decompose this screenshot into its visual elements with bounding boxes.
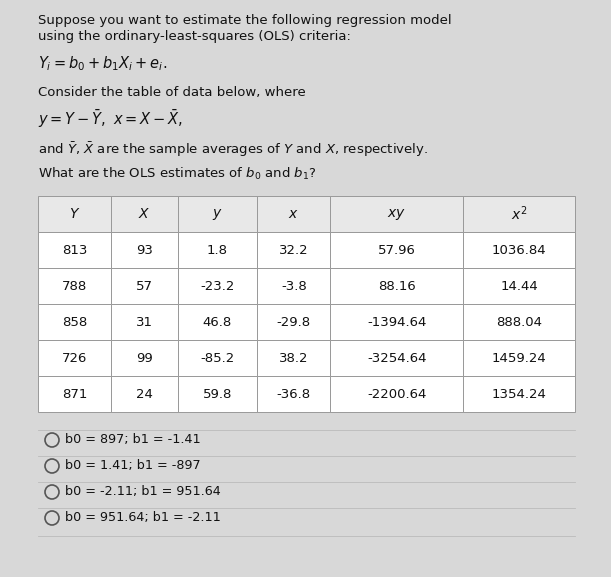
Bar (178, 304, 257, 340)
Text: and $\bar{Y}$, $\bar{X}$ are the sample averages of $Y$ and $X$, respectively.: and $\bar{Y}$, $\bar{X}$ are the sample … (38, 140, 428, 159)
Text: 46.8: 46.8 (203, 316, 232, 328)
Text: What are the OLS estimates of $b_0$ and $b_1$?: What are the OLS estimates of $b_0$ and … (38, 166, 316, 182)
Bar (38, 196, 111, 232)
Text: -36.8: -36.8 (277, 388, 311, 400)
Text: Consider the table of data below, where: Consider the table of data below, where (38, 86, 306, 99)
Bar (331, 376, 463, 412)
Text: $X$: $X$ (138, 207, 151, 221)
Text: -3.8: -3.8 (281, 279, 307, 293)
Bar (463, 304, 575, 340)
Bar (38, 304, 111, 340)
Text: -3254.64: -3254.64 (367, 351, 426, 365)
Bar (463, 376, 575, 412)
Text: $y = Y - \bar{Y},\ x = X - \bar{X},$: $y = Y - \bar{Y},\ x = X - \bar{X},$ (38, 108, 183, 130)
Bar (111, 340, 178, 376)
Text: using the ordinary-least-squares (OLS) criteria:: using the ordinary-least-squares (OLS) c… (38, 30, 351, 43)
Text: b0 = 1.41; b1 = -897: b0 = 1.41; b1 = -897 (65, 459, 200, 473)
Text: 93: 93 (136, 243, 153, 257)
Text: 31: 31 (136, 316, 153, 328)
Bar (331, 268, 463, 304)
Bar (257, 268, 331, 304)
Text: 57: 57 (136, 279, 153, 293)
Text: 813: 813 (62, 243, 87, 257)
Text: 59.8: 59.8 (203, 388, 232, 400)
Text: 726: 726 (62, 351, 87, 365)
Bar (463, 232, 575, 268)
Bar (38, 268, 111, 304)
Bar (111, 268, 178, 304)
Bar (111, 304, 178, 340)
Text: 99: 99 (136, 351, 153, 365)
Bar (178, 268, 257, 304)
Text: b0 = 951.64; b1 = -2.11: b0 = 951.64; b1 = -2.11 (65, 511, 221, 524)
Bar (463, 340, 575, 376)
Bar (178, 196, 257, 232)
Text: $x$: $x$ (288, 207, 299, 221)
Bar (331, 196, 463, 232)
Text: 858: 858 (62, 316, 87, 328)
Bar (111, 376, 178, 412)
Text: -1394.64: -1394.64 (367, 316, 426, 328)
Text: 1.8: 1.8 (207, 243, 228, 257)
Bar (257, 196, 331, 232)
Text: b0 = -2.11; b1 = 951.64: b0 = -2.11; b1 = 951.64 (65, 485, 221, 499)
Text: -29.8: -29.8 (277, 316, 311, 328)
Bar (463, 268, 575, 304)
Text: b0 = 897; b1 = -1.41: b0 = 897; b1 = -1.41 (65, 433, 200, 447)
Text: 32.2: 32.2 (279, 243, 309, 257)
Text: $x^2$: $x^2$ (511, 205, 527, 223)
Bar (38, 340, 111, 376)
Bar (178, 232, 257, 268)
Bar (178, 376, 257, 412)
Text: 14.44: 14.44 (500, 279, 538, 293)
Text: 1354.24: 1354.24 (491, 388, 546, 400)
Bar (463, 196, 575, 232)
Bar (111, 196, 178, 232)
Text: 888.04: 888.04 (496, 316, 542, 328)
Bar (257, 304, 331, 340)
Text: 57.96: 57.96 (378, 243, 415, 257)
Text: 1036.84: 1036.84 (492, 243, 546, 257)
Text: 88.16: 88.16 (378, 279, 415, 293)
Bar (38, 232, 111, 268)
Text: -2200.64: -2200.64 (367, 388, 426, 400)
Bar (331, 340, 463, 376)
Bar (111, 232, 178, 268)
Text: -85.2: -85.2 (200, 351, 235, 365)
Bar (257, 232, 331, 268)
Bar (178, 340, 257, 376)
Text: $Y$: $Y$ (69, 207, 81, 221)
Text: 1459.24: 1459.24 (492, 351, 546, 365)
Bar (331, 232, 463, 268)
Text: 24: 24 (136, 388, 153, 400)
Bar (331, 304, 463, 340)
Text: 38.2: 38.2 (279, 351, 309, 365)
Text: Suppose you want to estimate the following regression model: Suppose you want to estimate the followi… (38, 14, 452, 27)
Text: 788: 788 (62, 279, 87, 293)
Bar (257, 340, 331, 376)
Text: -23.2: -23.2 (200, 279, 235, 293)
Text: 871: 871 (62, 388, 87, 400)
Bar (257, 376, 331, 412)
Text: $y$: $y$ (212, 207, 222, 222)
Text: $xy$: $xy$ (387, 207, 406, 222)
Bar (38, 376, 111, 412)
Text: $Y_i = b_0 + b_1 X_i + e_i.$: $Y_i = b_0 + b_1 X_i + e_i.$ (38, 54, 167, 73)
